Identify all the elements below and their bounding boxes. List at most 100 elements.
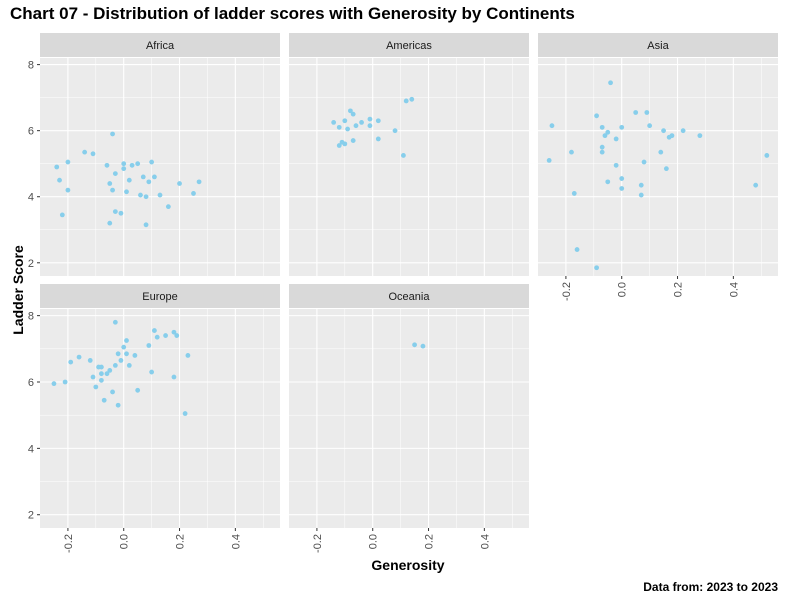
data-point	[126, 363, 132, 368]
facet-label-europe: Europe	[142, 291, 177, 303]
data-point	[90, 151, 96, 157]
data-point	[401, 153, 406, 158]
data-point	[641, 159, 647, 165]
data-point	[107, 220, 113, 226]
x-tick-label: 0.2	[673, 282, 685, 297]
data-point	[110, 131, 115, 137]
facet-strip-europe	[40, 284, 280, 308]
data-point	[149, 369, 155, 375]
data-point	[138, 192, 143, 198]
data-point	[669, 133, 675, 139]
data-point	[633, 110, 639, 115]
data-point	[90, 374, 96, 380]
data-point	[350, 111, 356, 117]
data-point	[126, 177, 132, 183]
data-point	[140, 174, 146, 180]
data-point	[342, 118, 348, 124]
x-tick-label: 0.4	[479, 534, 491, 549]
data-point	[353, 123, 359, 129]
data-point	[638, 192, 644, 198]
data-point	[359, 120, 364, 125]
data-point	[608, 80, 613, 86]
data-point	[613, 136, 619, 142]
data-point	[647, 123, 653, 129]
panel-background-asia	[538, 58, 778, 276]
data-point	[171, 374, 177, 380]
data-point	[658, 149, 664, 155]
data-point	[331, 120, 337, 125]
panel-background-oceania	[289, 309, 529, 528]
data-point	[121, 166, 127, 172]
data-point	[185, 353, 191, 358]
panel-background-americas	[289, 58, 529, 276]
data-point	[107, 367, 113, 373]
y-tick-label: 4	[28, 192, 34, 204]
x-tick-label: 0.0	[119, 534, 131, 549]
data-point	[118, 210, 124, 216]
data-point	[135, 161, 141, 167]
facet-strip-asia	[538, 33, 778, 57]
data-point	[569, 149, 574, 155]
data-point	[403, 98, 409, 104]
facet-strip-oceania	[289, 284, 529, 308]
facet-oceania: Oceania -0.2 0.0 0.2 0.4	[289, 284, 529, 553]
data-point	[124, 338, 129, 343]
chart-title: Chart 07 - Distribution of ladder scores…	[10, 4, 575, 23]
y-tick-label: 8	[28, 60, 34, 72]
panel-background-europe	[40, 309, 280, 528]
data-point	[82, 149, 88, 155]
data-point	[112, 171, 118, 177]
data-point	[118, 358, 124, 363]
data-point	[152, 328, 157, 333]
data-point	[121, 161, 127, 167]
data-point	[375, 118, 381, 124]
facet-asia: Asia -0.2 0.0 0.2 0.4	[538, 33, 778, 301]
data-point	[367, 123, 373, 129]
data-point	[107, 181, 113, 186]
data-point	[347, 108, 353, 114]
data-point	[146, 343, 152, 348]
data-point	[605, 129, 611, 135]
data-point	[345, 126, 351, 132]
data-point	[571, 191, 577, 196]
data-point	[420, 343, 426, 349]
data-point	[163, 333, 168, 338]
data-point	[574, 247, 580, 252]
data-point	[157, 192, 163, 198]
data-point	[76, 354, 82, 360]
data-point	[93, 384, 99, 390]
data-point	[196, 179, 202, 185]
data-point	[375, 136, 381, 142]
x-tick-label: -0.2	[63, 534, 75, 553]
data-point	[152, 174, 157, 180]
data-point	[336, 143, 342, 148]
data-point	[753, 182, 759, 188]
data-point	[350, 138, 356, 143]
data-point	[115, 402, 121, 408]
x-tick-label: 0.4	[230, 534, 242, 549]
data-point	[104, 371, 110, 377]
facet-strip-americas	[289, 33, 529, 57]
data-point	[409, 96, 415, 102]
data-point	[121, 344, 127, 350]
data-point	[112, 319, 118, 325]
facet-label-americas: Americas	[386, 40, 432, 52]
data-point	[599, 144, 605, 150]
data-point	[124, 189, 129, 195]
data-point	[59, 212, 65, 218]
x-tick-label: -0.2	[561, 282, 573, 301]
data-point	[98, 364, 104, 370]
data-point	[112, 209, 118, 214]
data-point	[336, 124, 342, 130]
data-point	[146, 179, 152, 185]
x-tick-label: 0.0	[368, 534, 380, 549]
data-point	[65, 187, 71, 193]
data-point	[112, 363, 118, 368]
data-point	[115, 351, 121, 357]
y-tick-label: 2	[28, 510, 34, 522]
data-point	[57, 177, 62, 183]
data-point	[65, 159, 71, 165]
x-tick-label: 0.0	[617, 282, 629, 297]
y-tick-label: 6	[28, 126, 34, 138]
x-tick-label: -0.2	[312, 534, 324, 553]
